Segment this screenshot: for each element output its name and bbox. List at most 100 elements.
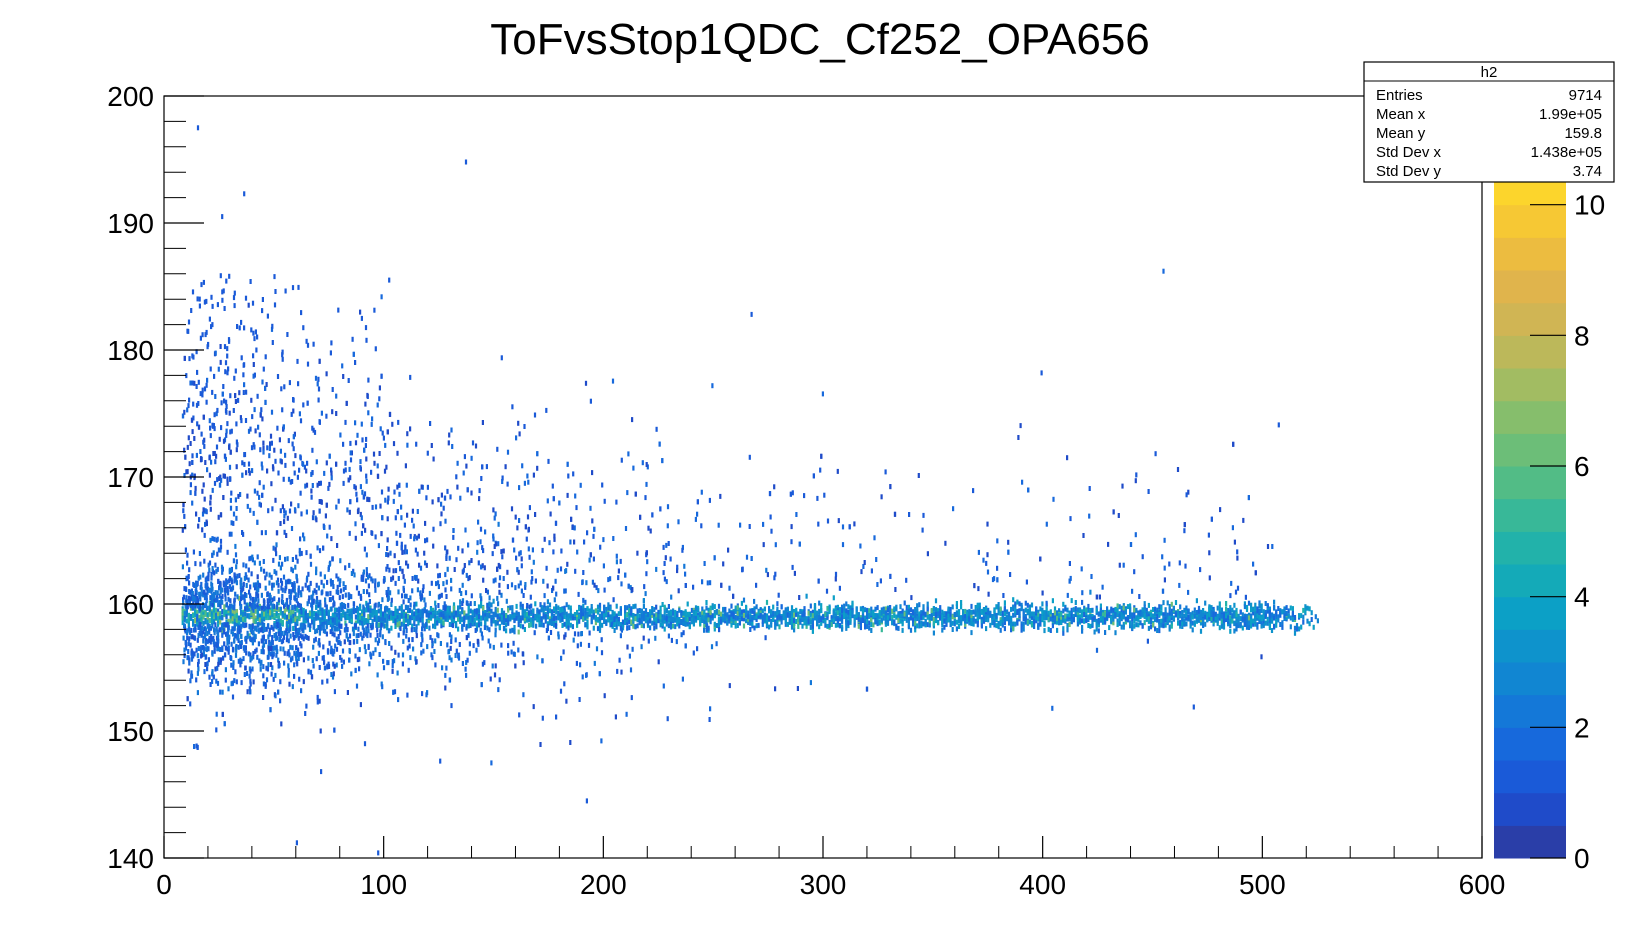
band-cell (1204, 614, 1207, 620)
band-cell (960, 615, 963, 621)
band-cell (434, 616, 437, 622)
near-band-cell (202, 592, 205, 598)
band-cell (306, 617, 309, 623)
band-cell (1056, 615, 1059, 621)
near-band-cell (249, 637, 252, 643)
near-band-cell (271, 603, 274, 609)
band-cell (498, 624, 501, 630)
band-cell (872, 612, 875, 618)
band-cell (576, 617, 579, 623)
band-cell (651, 610, 654, 616)
near-band-cell (362, 633, 365, 639)
band-cell (976, 611, 979, 617)
near-band-cell (331, 674, 335, 680)
near-band-cell (333, 632, 336, 638)
near-band-cell (458, 642, 461, 647)
band-cell (336, 621, 339, 627)
band-cell (582, 607, 585, 613)
near-band-cell (512, 651, 515, 657)
near-band-cell (213, 627, 216, 633)
band-cell (1039, 619, 1042, 625)
band-cell (1003, 611, 1006, 617)
band-cell (1045, 615, 1048, 621)
band-cell (507, 614, 510, 620)
near-band-cell (211, 598, 214, 603)
near-band-cell (362, 627, 365, 633)
near-band-cell (588, 557, 591, 563)
band-cell (212, 616, 216, 622)
band-cell (340, 613, 343, 619)
band-cell (949, 615, 952, 621)
band-cell (611, 619, 614, 625)
band-cell (217, 616, 220, 622)
band-cell (1062, 608, 1065, 614)
band-cell (1260, 608, 1263, 613)
band-cell (603, 618, 606, 624)
band-cell (976, 622, 979, 628)
band-cell (932, 617, 935, 622)
near-band-cell (545, 628, 548, 633)
near-band-cell (365, 572, 368, 577)
near-band-cell (184, 645, 188, 651)
band-cell (434, 609, 437, 615)
band-cell (884, 619, 887, 625)
band-cell (296, 628, 299, 633)
band-cell (841, 608, 844, 613)
near-band-cell (339, 578, 342, 584)
near-band-cell (268, 572, 271, 578)
band-cell (615, 613, 618, 619)
band-cell (488, 606, 491, 612)
band-cell (857, 612, 860, 618)
band-cell (753, 606, 756, 612)
band-cell (661, 602, 664, 607)
near-band-cell (405, 628, 408, 633)
band-cell (982, 611, 986, 617)
near-band-cell (447, 648, 451, 654)
band-cell (849, 611, 852, 617)
near-band-cell (186, 603, 189, 609)
band-cell (1122, 605, 1125, 611)
near-band-cell (465, 660, 468, 665)
band-cell (651, 606, 654, 611)
near-band-cell (468, 641, 471, 647)
band-cell (1191, 620, 1194, 626)
near-band-cell (421, 588, 425, 594)
band-cell (194, 612, 197, 618)
band-cell (311, 619, 314, 625)
near-band-cell (211, 671, 214, 677)
near-band-cell (369, 632, 372, 638)
band-cell (1250, 615, 1253, 621)
near-band-cell (530, 579, 533, 585)
near-band-cell (437, 633, 440, 639)
band-cell (882, 608, 885, 614)
band-cell (260, 611, 264, 617)
band-cell (797, 611, 800, 617)
band-cell (298, 609, 301, 615)
band-cell (221, 628, 224, 634)
near-band-cell (277, 657, 280, 663)
band-cell (215, 607, 218, 613)
band-cell (957, 615, 961, 621)
near-band-cell (310, 594, 313, 600)
band-cell (1187, 614, 1190, 620)
near-band-cell (205, 638, 208, 643)
band-cell (521, 603, 524, 609)
band-cell (674, 613, 677, 619)
near-band-cell (469, 623, 472, 628)
near-band-cell (233, 598, 236, 604)
band-cell (1220, 623, 1223, 629)
near-band-cell (457, 652, 460, 658)
band-cell (371, 612, 374, 618)
near-band-cell (228, 567, 231, 573)
band-cell (1060, 619, 1063, 625)
band-cell (548, 608, 552, 614)
near-band-cell (239, 662, 242, 668)
band-cell (1108, 625, 1111, 631)
band-cell (1095, 622, 1098, 628)
near-band-cell (302, 636, 305, 642)
band-cell (993, 619, 996, 625)
band-cell (300, 609, 303, 615)
band-cell (1218, 615, 1221, 621)
band-cell (1239, 621, 1242, 627)
band-cell (438, 618, 441, 624)
